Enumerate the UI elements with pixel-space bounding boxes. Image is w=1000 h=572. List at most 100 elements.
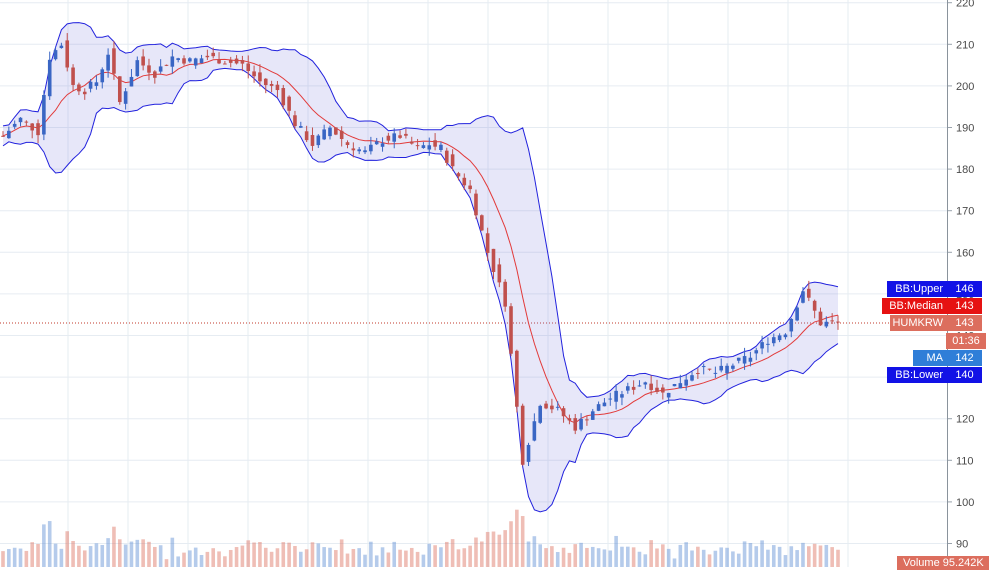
- price-tag-ma: MA 142: [913, 350, 982, 366]
- candle-body: [585, 419, 589, 421]
- candle-body: [211, 52, 216, 57]
- volume-bar: [824, 544, 829, 567]
- volume-bar: [404, 550, 408, 567]
- volume-bar: [585, 547, 589, 567]
- price-tag-name: HUMKRW: [890, 315, 947, 331]
- candle-body: [801, 291, 805, 303]
- volume-bar: [590, 546, 595, 567]
- candle-body: [147, 65, 151, 73]
- candle-body: [170, 56, 175, 67]
- volume-bar: [509, 521, 513, 567]
- volume-bar: [141, 539, 145, 567]
- candle-body: [520, 405, 525, 465]
- volume-bar: [36, 543, 40, 567]
- candle-body: [736, 357, 741, 361]
- candle-body: [275, 84, 280, 91]
- candle-body: [334, 127, 338, 135]
- price-tag-bb-upper: BB:Upper 146: [887, 281, 982, 297]
- volume-value: 95.242K: [942, 557, 984, 569]
- candle-body: [836, 321, 840, 323]
- volume-bar: [147, 541, 151, 567]
- candle-body: [497, 264, 502, 283]
- volume-bar: [515, 509, 519, 567]
- candle-body: [129, 76, 134, 87]
- candle-body: [719, 365, 724, 371]
- candle-body: [7, 130, 11, 139]
- candle-body: [24, 121, 29, 123]
- candle-body: [94, 82, 99, 86]
- volume-bar: [754, 546, 759, 567]
- candle-body: [450, 154, 455, 167]
- candle-body: [287, 96, 291, 111]
- volume-label: Volume 95.242K: [897, 556, 989, 570]
- bar-countdown: 01:36: [946, 333, 986, 349]
- volume-bar: [491, 531, 496, 567]
- volume-bar: [287, 542, 291, 567]
- candle-body: [304, 131, 309, 141]
- candle-body: [281, 88, 286, 106]
- volume-bar: [42, 524, 46, 567]
- volume-bar: [322, 547, 326, 567]
- volume-bar: [555, 552, 560, 567]
- volume-bar: [211, 548, 216, 567]
- candle-body: [205, 55, 210, 58]
- volume-bar: [526, 541, 531, 567]
- y-tick-label: 170: [956, 206, 974, 218]
- y-tick-label: 180: [956, 164, 974, 176]
- volume-bar: [812, 543, 817, 567]
- volume-bar: [614, 535, 618, 567]
- volume-bar: [77, 545, 81, 567]
- volume-bar: [777, 546, 782, 567]
- candle-body: [47, 59, 52, 97]
- candle-body: [345, 142, 350, 146]
- candle-body: [153, 71, 157, 78]
- volume-bar: [263, 547, 268, 567]
- candle-body: [515, 350, 519, 407]
- candle-body: [456, 173, 461, 177]
- volume-bar: [561, 547, 566, 567]
- volume-bar: [748, 542, 753, 567]
- candle-body: [298, 126, 303, 128]
- price-tag-value: 140: [947, 367, 982, 383]
- volume-bar: [88, 546, 93, 567]
- volume-bar: [1, 551, 5, 567]
- volume-bar: [310, 542, 315, 567]
- volume-bar: [631, 547, 636, 567]
- candle-body: [380, 143, 385, 147]
- candle-body: [655, 387, 659, 392]
- price-tag-bb-median: BB:Median 143: [882, 298, 982, 314]
- volume-bar: [363, 554, 367, 567]
- volume-bar: [462, 548, 467, 567]
- candle-body: [252, 71, 256, 77]
- candle-body: [158, 66, 163, 72]
- candle-body: [748, 357, 753, 362]
- volume-bar: [123, 544, 128, 567]
- candle-body: [684, 379, 688, 386]
- candle-body: [322, 129, 326, 140]
- candle-body: [188, 58, 192, 62]
- volume-bar: [801, 542, 805, 567]
- candle-body: [182, 58, 186, 64]
- candle-body: [328, 127, 332, 137]
- volume-bar: [223, 556, 227, 567]
- y-tick-label: 210: [956, 39, 974, 51]
- candle-body: [544, 403, 548, 409]
- candle-body: [409, 141, 414, 144]
- candle-body: [812, 300, 817, 311]
- volume-bar: [766, 549, 770, 567]
- volume-bar: [369, 541, 373, 567]
- candle-body: [100, 69, 105, 83]
- volume-bar: [153, 546, 157, 567]
- volume-bar: [503, 530, 507, 567]
- candle-body: [771, 337, 776, 344]
- candle-body: [263, 78, 268, 86]
- volume-bar: [351, 548, 356, 567]
- y-tick-label: 110: [956, 455, 974, 467]
- volume-bar: [71, 540, 75, 567]
- volume-bar: [258, 542, 262, 567]
- candle-body: [53, 50, 58, 60]
- candle-body: [818, 311, 823, 326]
- volume-bar: [205, 551, 210, 567]
